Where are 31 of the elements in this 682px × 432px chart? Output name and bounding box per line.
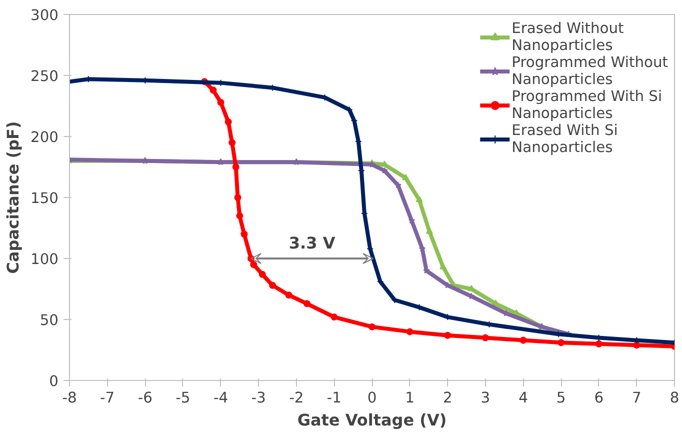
y-tick-label: 100	[30, 251, 59, 268]
x-tick-label: -4	[213, 390, 228, 406]
x-tick-label: 4	[518, 390, 528, 406]
x-tick-label: 7	[632, 390, 642, 406]
y-tick-label: 150	[30, 190, 59, 207]
legend-label: Erased With Si Nanoparticles	[512, 122, 618, 156]
x-tick-label: 3	[480, 390, 490, 406]
y-tick-label: 200	[30, 129, 59, 146]
x-axis-title: Gate Voltage (V)	[297, 410, 447, 430]
x-tick-label: 2	[442, 390, 452, 406]
x-tick-label: 6	[594, 390, 604, 406]
y-tick-label: 0	[49, 373, 59, 390]
y-tick-label: 50	[40, 312, 59, 329]
y-tick-label: 300	[30, 7, 59, 24]
legend-label: Erased Without Nanoparticles	[512, 20, 624, 54]
x-tick-label: 5	[556, 390, 566, 406]
x-tick-label: 1	[405, 390, 414, 406]
x-tick-label: -7	[100, 390, 115, 406]
legend-label: Programmed With Si Nanoparticles	[512, 88, 662, 122]
annotation: 3.3 V	[288, 234, 336, 252]
x-tick-label: -8	[62, 390, 77, 406]
legend-label: Programmed Without Nanoparticles	[512, 54, 668, 88]
x-tick-label: -2	[289, 390, 304, 406]
x-tick-label: -1	[326, 390, 342, 406]
y-tick-label: 250	[30, 68, 59, 85]
x-tick-label: 8	[670, 390, 680, 406]
x-tick-label: -3	[251, 390, 266, 406]
x-tick-label: -5	[176, 390, 190, 406]
x-tick-label: 0	[367, 390, 377, 406]
y-axis-title: Capacitance (pF)	[4, 121, 23, 274]
x-tick-label: -6	[138, 390, 152, 406]
